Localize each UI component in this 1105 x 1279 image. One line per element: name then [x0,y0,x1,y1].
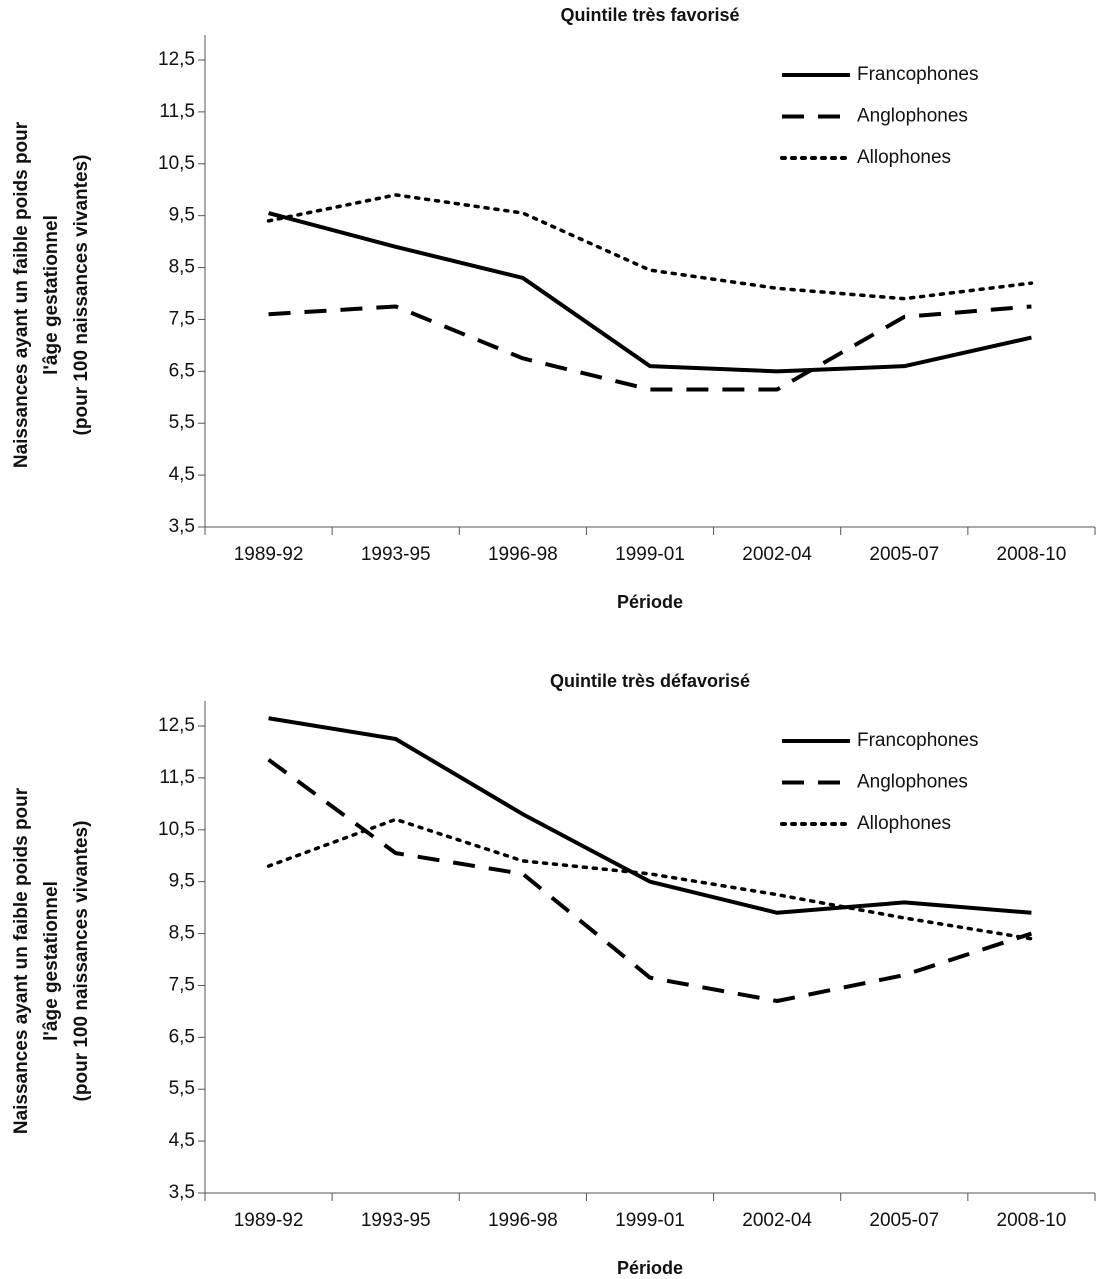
x-tick-label: 2005-07 [869,544,939,565]
x-tick-label: 2008-10 [997,1210,1067,1231]
y-tick-label: 8,5 [169,257,195,278]
legend-label: Francophones [857,730,978,751]
x-tick-label: 2002-04 [742,544,812,565]
y-tick-label: 7,5 [169,974,195,995]
y-tick-label: 5,5 [169,1078,195,1099]
y-axis-label: l'âge gestationnel [41,215,62,375]
x-tick-label: 1989-92 [234,1210,304,1231]
series-line [266,193,1034,301]
series-line [268,304,1032,392]
legend-label: Anglophones [857,106,968,127]
x-tick-label: 2005-07 [869,1210,939,1231]
legend-label: Allophones [857,813,951,834]
y-tick-label: 12,5 [158,49,195,70]
legend-label: Anglophones [857,772,968,793]
y-tick-label: 5,5 [169,412,195,433]
y-tick-label: 8,5 [169,923,195,944]
series-line [267,758,1033,1004]
x-axis-label: Période [617,1258,683,1278]
x-tick-label: 1989-92 [234,544,304,565]
y-tick-label: 9,5 [169,871,195,892]
series-line [266,817,1034,941]
x-axis-label: Période [617,592,683,612]
series-line [268,211,1032,374]
y-tick-label: 7,5 [169,308,195,329]
y-tick-label: 10,5 [158,153,195,174]
x-tick-label: 1999-01 [615,1210,685,1231]
x-tick-label: 1993-95 [361,544,431,565]
y-tick-label: 9,5 [169,205,195,226]
y-axis-label: Naissances ayant un faible poids pour [11,121,32,468]
x-tick-label: 1993-95 [361,1210,431,1231]
y-tick-label: 3,5 [169,516,195,537]
y-tick-label: 3,5 [169,1182,195,1203]
y-tick-label: 6,5 [169,360,195,381]
chart: Quintile très défavorisé Période Naissance… [11,671,1096,1278]
legend-label: Allophones [857,147,951,168]
y-tick-label: 11,5 [159,767,195,788]
y-tick-label: 10,5 [158,819,195,840]
y-axis-label: Naissances ayant un faible poids pour [11,787,32,1134]
chart: Quintile très favorisé Période Naissances … [11,5,1096,612]
y-tick-label: 6,5 [169,1026,195,1047]
y-tick-label: 4,5 [169,464,195,485]
x-tick-label: 1999-01 [615,544,685,565]
y-axis-label: (pour 100 naissances vivantes) [71,821,92,1102]
y-tick-label: 11,5 [159,101,195,122]
chart-title: Quintile très favorisé [560,5,739,25]
x-tick-label: 2008-10 [997,544,1067,565]
x-tick-label: 1996-98 [488,1210,558,1231]
y-axis-label: l'âge gestationnel [41,881,62,1041]
series-line [268,716,1032,915]
y-tick-label: 12,5 [158,715,195,736]
chart-title: Quintile très défavorisé [550,671,750,691]
legend-label: Francophones [857,64,978,85]
y-axis-label: (pour 100 naissances vivantes) [71,155,92,436]
x-tick-label: 1996-98 [488,544,558,565]
x-tick-label: 2002-04 [742,1210,812,1231]
y-tick-label: 4,5 [169,1130,195,1151]
